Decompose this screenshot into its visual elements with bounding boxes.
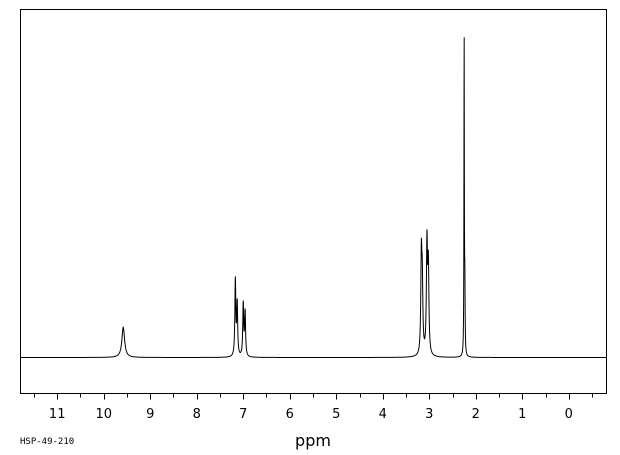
x-tick-label: 7 (239, 407, 247, 422)
x-axis-ticks (34, 393, 593, 400)
x-tick-label: 9 (146, 407, 154, 422)
x-tick-label: 6 (286, 407, 294, 422)
x-tick-label: 3 (425, 407, 433, 422)
x-axis-tick-labels: 11 10 9 8 7 6 5 4 3 2 1 0 (49, 407, 573, 422)
sample-id-label: HSP-49-210 (20, 437, 75, 447)
spectrum-trace (20, 37, 606, 358)
x-axis-title: ppm (295, 431, 331, 450)
x-tick-label: 1 (518, 407, 526, 422)
x-tick-label: 2 (472, 407, 480, 422)
x-tick-label: 10 (95, 407, 112, 422)
plot-frame (20, 9, 607, 394)
x-tick-label: 5 (332, 407, 340, 422)
x-tick-label: 4 (379, 407, 387, 422)
x-tick-label: 0 (565, 407, 573, 422)
x-tick-label: 8 (193, 407, 201, 422)
x-tick-label: 11 (49, 407, 66, 422)
